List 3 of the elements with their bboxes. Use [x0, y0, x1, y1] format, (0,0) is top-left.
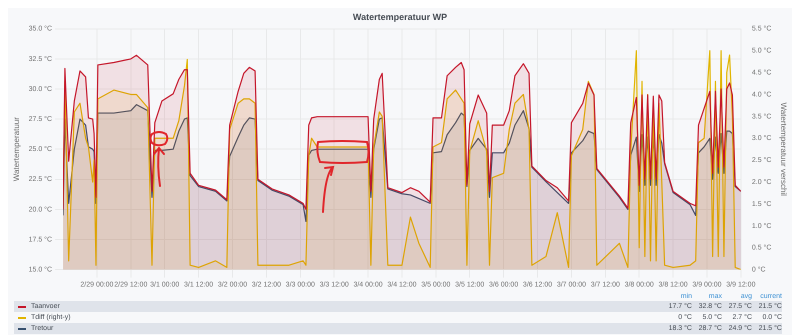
y-axis-title: Watertemperatuur [12, 116, 22, 182]
y2-axis-title: Watertemperatuur verschil [778, 102, 788, 196]
chart-title: Watertemperatuur WP [352, 12, 448, 22]
